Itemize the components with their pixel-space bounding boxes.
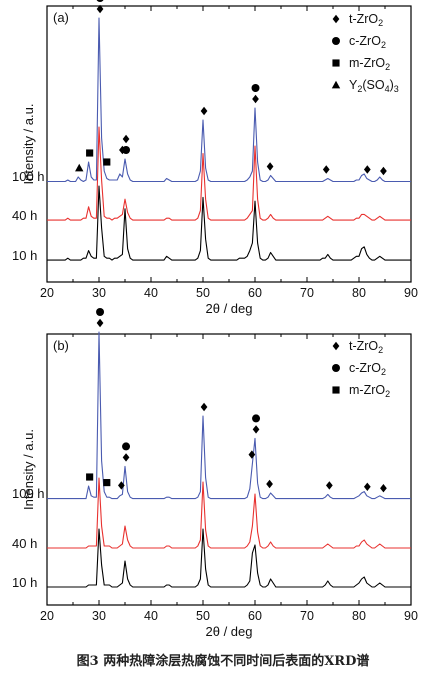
series-line-40h — [47, 477, 411, 549]
x-tick-label: 50 — [196, 609, 210, 623]
peak-marker-circle — [251, 84, 260, 92]
panel-b-chart: 20 30 40 50 60 70 80 90 2θ / deg Intensity / a.u.… — [12, 308, 418, 639]
peak-marker-square — [103, 479, 111, 487]
peak-marker-diamond — [326, 481, 333, 490]
peak-marker-circle — [252, 414, 261, 423]
panel-label: (b) — [53, 338, 69, 353]
series-label: 10 h — [12, 575, 37, 590]
legend-marker-circle — [332, 37, 340, 45]
peak-marker-diamond — [363, 165, 371, 174]
peak-marker-diamond — [266, 162, 274, 171]
peak-marker-diamond — [380, 484, 387, 493]
x-tick-label: 20 — [40, 286, 54, 300]
x-axis-title: 2θ / deg — [206, 624, 253, 639]
peak-marker-diamond — [122, 453, 130, 462]
x-tick-label: 50 — [196, 286, 210, 300]
peak-marker-square — [86, 149, 94, 157]
legend-marker-square — [332, 59, 340, 67]
peak-marker-diamond — [380, 166, 387, 176]
peak-marker-circle — [122, 442, 131, 451]
peak-marker-diamond — [266, 479, 273, 489]
peak-marker-diamond — [96, 4, 104, 14]
x-tick-label: 80 — [352, 609, 366, 623]
x-tick-label: 30 — [92, 609, 106, 623]
peak-marker-diamond — [118, 481, 125, 490]
legend-entry: m-ZrO2 — [349, 56, 390, 72]
x-tick-label: 70 — [300, 609, 314, 623]
series-label: 10 h — [12, 248, 37, 263]
peak-marker-diamond — [200, 402, 208, 412]
legend-entry: t-ZrO2 — [349, 339, 383, 355]
x-tick-label: 70 — [300, 286, 314, 300]
legend-marker-diamond — [332, 341, 340, 351]
panel-label: (a) — [53, 10, 69, 25]
peak-marker-diamond — [122, 134, 130, 144]
series-line-40h — [47, 126, 411, 221]
legend-entry: c-ZrO2 — [349, 34, 386, 50]
series-label: 100 h — [12, 486, 45, 501]
peak-marker-diamond — [200, 106, 208, 116]
series-label: 40 h — [12, 208, 37, 223]
x-tick-label: 90 — [404, 286, 418, 300]
series-line-10h — [47, 528, 411, 588]
x-tick-label: 90 — [404, 609, 418, 623]
legend-entry: c-ZrO2 — [349, 361, 386, 377]
series-line-100h — [47, 17, 411, 183]
x-tick-label: 40 — [144, 609, 158, 623]
x-tick-label: 60 — [248, 286, 262, 300]
x-tick-label: 30 — [92, 286, 106, 300]
x-tick-label: 20 — [40, 609, 54, 623]
y-axis-title: Intensity / a.u. — [21, 429, 36, 510]
peak-marker-triangle — [75, 163, 84, 172]
peak-marker-circle — [122, 146, 131, 154]
peak-marker-diamond — [248, 450, 256, 459]
x-tick-label: 40 — [144, 286, 158, 300]
legend-marker-diamond — [332, 14, 340, 24]
legend-marker-square — [332, 386, 340, 394]
x-tick-label: 60 — [248, 609, 262, 623]
legend-entry: t-ZrO2 — [349, 12, 383, 28]
legend-marker-triangle — [331, 80, 341, 89]
peak-marker-diamond — [96, 318, 104, 328]
series-label: 100 h — [12, 169, 45, 184]
peak-marker-circle — [96, 0, 104, 2]
series-line-100h — [47, 331, 411, 500]
legend-entry: m-ZrO2 — [349, 383, 390, 399]
y-axis-title: Intensity / a.u. — [21, 104, 36, 185]
panel-a-chart: 20 30 40 50 60 70 80 90 2θ / deg Intensity / a.u.… — [12, 0, 418, 316]
x-tick-label: 80 — [352, 286, 366, 300]
peak-marker-diamond — [252, 94, 259, 104]
peak-marker-square — [86, 473, 94, 481]
peak-marker-square — [103, 158, 111, 166]
legend-marker-circle — [332, 364, 340, 372]
series-line-10h — [47, 185, 411, 261]
peak-marker-diamond — [322, 165, 330, 174]
x-axis-title: 2θ / deg — [206, 301, 253, 316]
legend-entry: Y2(SO4)3 — [349, 78, 399, 94]
peak-marker-diamond — [363, 482, 371, 491]
peak-marker-circle — [96, 308, 105, 316]
figure-caption: 图3 两种热障涂层热腐蚀不同时间后表面的XRD谱 — [76, 654, 370, 669]
series-label: 40 h — [12, 536, 37, 551]
peak-marker-diamond — [252, 425, 260, 434]
